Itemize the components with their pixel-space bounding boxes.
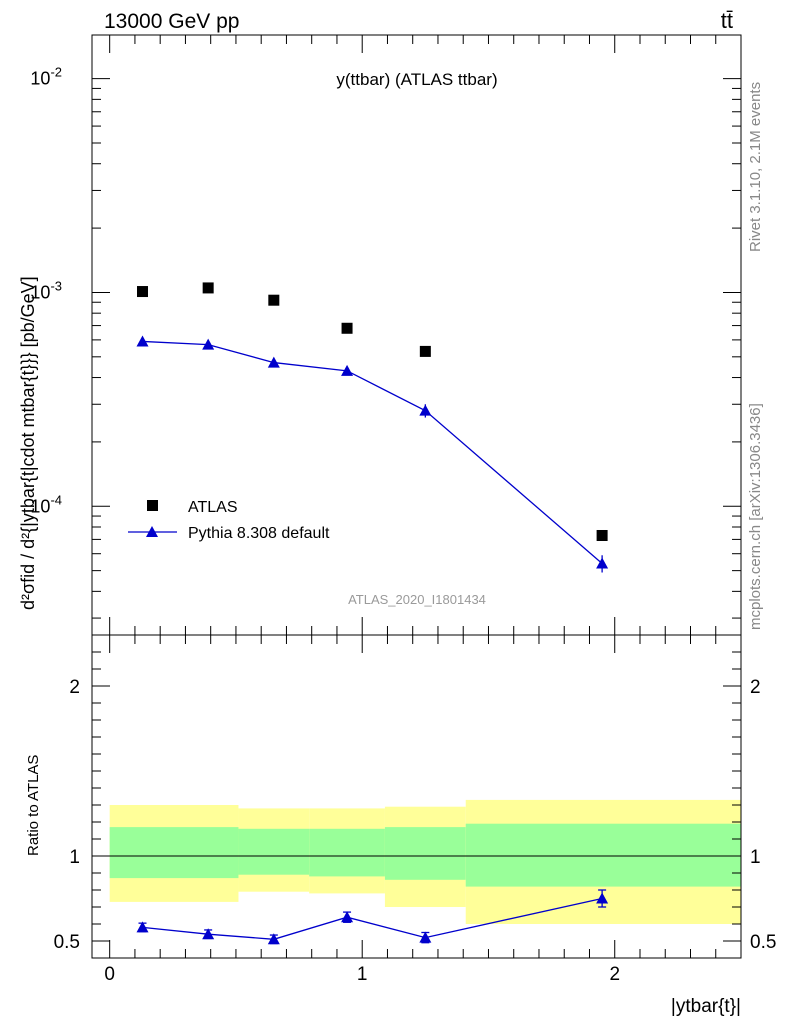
ratio-x-tick-label: 0	[104, 964, 115, 985]
pythia-data-point	[136, 335, 149, 347]
ratio-axes: 0.5 0.5 1 1 2 2 0 1 2	[54, 635, 776, 985]
atlas-data-point	[596, 529, 608, 541]
ratio-data-point	[341, 911, 354, 923]
atlas-data-point	[419, 345, 431, 357]
ratio-band-green	[465, 823, 741, 887]
main-y-tick-label: 10-2	[30, 65, 62, 89]
ratio-y-tick-label-right: 1	[750, 847, 761, 868]
pythia-data-point	[596, 557, 609, 569]
atlas-data-point	[268, 294, 280, 306]
ratio-data-point	[267, 933, 280, 945]
ratio-y-tick-label-right: 2	[750, 677, 761, 698]
ratio-pythia-line	[142, 897, 603, 940]
atlas-data-point	[202, 282, 214, 294]
main-series	[136, 282, 609, 573]
ratio-y-tick-label: 2	[69, 677, 80, 698]
main-ylabel: d²σfid / d²{|ytbar{t|cdot mtbar{t}}} [pb…	[18, 276, 38, 610]
legend-marker-pythia	[146, 526, 158, 537]
ratio-y-tick-label: 0.5	[54, 932, 80, 953]
main-panel: 10-210-310-4 y(ttbar) (ATLAS ttbar) ATLA…	[18, 34, 742, 636]
main-title: y(ttbar) (ATLAS ttbar)	[336, 70, 497, 89]
ratio-x-tick-label: 1	[357, 964, 368, 985]
watermark: ATLAS_2020_I1801434	[348, 592, 486, 607]
ratio-x-tick-label: 2	[609, 964, 620, 985]
ratio-bands	[109, 799, 741, 924]
ratio-data-point	[202, 928, 215, 940]
pythia-data-point	[419, 404, 432, 416]
legend: ATLAS Pythia 8.308 default	[128, 499, 330, 542]
ratio-band-green	[109, 827, 239, 879]
ratio-xlabel: |ytbar{t}|	[671, 996, 741, 1017]
legend-marker-atlas	[147, 500, 158, 511]
ratio-band-green	[309, 828, 385, 877]
main-axes: 10-210-310-4	[30, 35, 742, 635]
pythia-data-point	[267, 356, 280, 368]
legend-label-pythia: Pythia 8.308 default	[188, 525, 330, 542]
ratio-panel: 0.5 0.5 1 1 2 2 0 1 2 Ratio to ATLAS |ytbar{t}|	[25, 634, 776, 1017]
energy-label: 13000 GeV pp	[104, 10, 239, 33]
ratio-series	[136, 889, 609, 945]
process-label: tt̄	[721, 8, 733, 33]
ratio-ylabel: Ratio to ATLAS	[25, 755, 42, 856]
pythia-line	[142, 340, 603, 564]
ratio-y-tick-label: 1	[69, 847, 80, 868]
ratio-band-green	[238, 828, 310, 875]
mcplots-label: mcplots.cern.ch [arXiv:1306.3436]	[747, 403, 764, 630]
legend-label-atlas: ATLAS	[188, 499, 238, 516]
rivet-label: Rivet 3.1.10, 2.1M events	[747, 82, 764, 252]
atlas-data-point	[137, 286, 149, 298]
ratio-frame	[91, 634, 742, 959]
ratio-data-point	[136, 921, 149, 933]
ratio-band-green	[384, 827, 466, 880]
pythia-data-point	[341, 364, 354, 376]
ratio-data-point	[419, 931, 432, 943]
pythia-data-point	[202, 338, 215, 350]
ratio-y-tick-label-right: 0.5	[750, 932, 776, 953]
atlas-data-point	[341, 322, 353, 334]
main-frame	[91, 34, 742, 636]
ratio-data-point	[596, 892, 609, 904]
